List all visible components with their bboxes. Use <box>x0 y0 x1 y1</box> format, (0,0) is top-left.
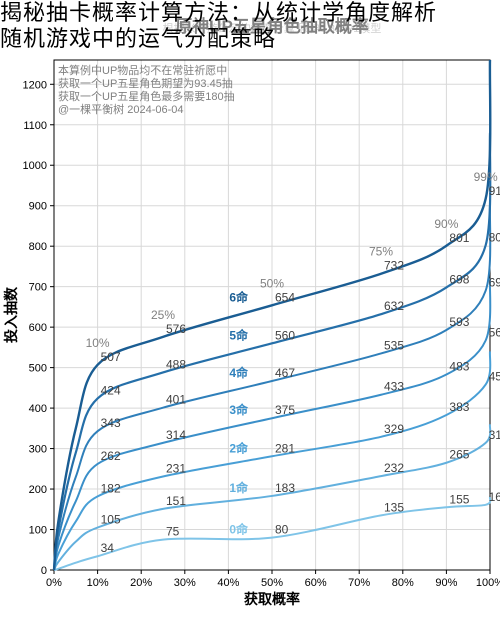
y-tick-label: 800 <box>29 241 47 253</box>
value-label: 917 <box>489 184 500 198</box>
y-axis-label: 投入抽数 <box>3 286 19 343</box>
value-label: 262 <box>101 449 121 463</box>
value-label: 507 <box>101 350 121 364</box>
value-label: 183 <box>275 481 295 495</box>
chart-note: @一棵平衡树 2024-06-04 <box>58 102 184 116</box>
value-label: 383 <box>449 400 469 414</box>
y-tick-label: 0 <box>41 565 47 577</box>
headline-line1: 揭秘抽卡概率计算方法：从统计学角度解析 <box>0 0 500 26</box>
x-tick-label: 80% <box>392 577 414 589</box>
x-axis-label: 获取概率 <box>244 591 300 607</box>
percentile-label: 75% <box>369 245 393 259</box>
percentile-label: 10% <box>86 336 110 350</box>
y-tick-label: 400 <box>29 403 47 415</box>
value-label: 375 <box>275 403 295 417</box>
series-legend: 4命 <box>229 365 249 380</box>
value-label: 483 <box>449 360 469 374</box>
value-label: 343 <box>101 416 121 430</box>
y-tick-label: 1100 <box>23 120 47 132</box>
percentile-label: 99% <box>474 170 498 184</box>
y-tick-label: 1000 <box>23 160 47 172</box>
value-label: 576 <box>166 322 186 336</box>
percentile-label: 90% <box>434 217 458 231</box>
percentile-label: 25% <box>151 308 175 322</box>
value-label: 232 <box>384 461 404 475</box>
x-tick-label: 40% <box>217 577 239 589</box>
series-legend: 0命 <box>229 522 249 537</box>
chart-note: 获取一个UP五星角色期望为93.45抽 <box>58 76 233 90</box>
series-legend: 2命 <box>229 440 249 455</box>
chart-note: 获取一个UP五星角色最多需要180抽 <box>58 89 235 103</box>
article-headline: 揭秘抽卡概率计算方法：从统计学角度解析 随机游戏中的运气分配策略 <box>0 0 500 52</box>
value-label: 80 <box>275 523 289 537</box>
series-legend: 5命 <box>229 327 249 342</box>
value-label: 401 <box>166 393 186 407</box>
value-label: 535 <box>384 338 404 352</box>
value-label: 467 <box>275 366 295 380</box>
x-tick-label: 20% <box>130 577 152 589</box>
value-label: 135 <box>384 500 404 514</box>
value-label: 314 <box>489 428 500 442</box>
value-label: 281 <box>275 441 295 455</box>
value-label: 161 <box>489 490 500 504</box>
value-label: 34 <box>101 541 115 555</box>
value-label: 567 <box>489 326 500 340</box>
value-label: 182 <box>101 481 121 495</box>
x-tick-label: 70% <box>348 577 370 589</box>
y-tick-label: 600 <box>29 322 47 334</box>
x-tick-label: 30% <box>174 577 196 589</box>
value-label: 458 <box>489 370 500 384</box>
series-legend: 1命 <box>229 480 249 495</box>
value-label: 732 <box>384 259 404 273</box>
x-tick-label: 0% <box>46 577 62 589</box>
series-legend: 6命 <box>229 289 249 304</box>
y-tick-label: 100 <box>29 525 47 537</box>
headline-line2: 随机游戏中的运气分配策略 <box>0 26 500 52</box>
value-label: 75 <box>166 525 180 539</box>
percentile-label: 50% <box>260 276 284 290</box>
value-label: 801 <box>449 231 469 245</box>
x-tick-label: 60% <box>305 577 327 589</box>
value-label: 424 <box>101 383 121 397</box>
y-tick-label: 900 <box>29 201 47 213</box>
y-tick-label: 200 <box>29 484 47 496</box>
y-tick-label: 1200 <box>23 79 47 91</box>
value-label: 593 <box>449 315 469 329</box>
value-label: 698 <box>449 272 469 286</box>
x-tick-label: 90% <box>435 577 457 589</box>
value-label: 314 <box>166 428 186 442</box>
value-label: 488 <box>166 357 186 371</box>
x-tick-label: 50% <box>261 577 283 589</box>
value-label: 329 <box>384 422 404 436</box>
value-label: 433 <box>384 380 404 394</box>
series-legend: 3命 <box>229 402 249 417</box>
value-label: 560 <box>275 328 295 342</box>
value-label: 231 <box>166 462 186 476</box>
value-label: 151 <box>166 494 186 508</box>
y-tick-label: 300 <box>29 444 47 456</box>
chart-note: 本算例中UP物品均不在常驻祈愿中 <box>58 63 227 77</box>
value-label: 105 <box>101 513 121 527</box>
value-label: 155 <box>449 492 469 506</box>
gacha-probability-chart: 0% 10% 20% 30% 40% 50% 60% 70% 80% 90% 100% 0 100 200… <box>0 0 500 618</box>
value-label: 632 <box>384 299 404 313</box>
value-label: 802 <box>489 230 500 244</box>
x-tick-label: 100% <box>476 577 500 589</box>
value-label: 654 <box>275 290 295 304</box>
y-tick-label: 700 <box>29 282 47 294</box>
value-label: 265 <box>449 448 469 462</box>
value-label: 690 <box>489 276 500 290</box>
y-tick-label: 500 <box>29 363 47 375</box>
x-tick-label: 10% <box>87 577 109 589</box>
